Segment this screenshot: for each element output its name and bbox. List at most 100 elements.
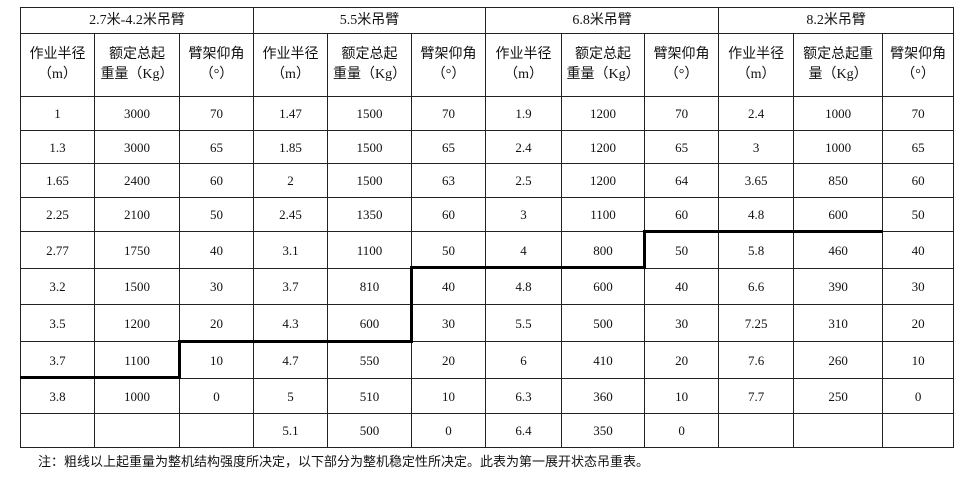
column-header: 额定总起重量（Kg） (94, 33, 180, 97)
load-cell: 310 (793, 304, 884, 342)
column-header-line: 臂架仰角 (188, 47, 245, 62)
column-header-line: （m） (736, 67, 776, 82)
angle-cell: 10 (178, 341, 255, 379)
radius-cell: 2.45 (253, 197, 329, 232)
angle-cell (882, 413, 955, 448)
radius-cell: 5.8 (718, 231, 795, 269)
radius-cell: 6.6 (718, 268, 795, 305)
column-header: 作业半径 （m） (253, 33, 329, 97)
radius-cell: 1.3 (20, 130, 95, 164)
load-cell: 1200 (561, 130, 646, 164)
radius-cell: 1.47 (253, 96, 329, 131)
angle-cell: 10 (411, 378, 487, 414)
load-cell: 360 (561, 378, 646, 414)
boundary-line (178, 340, 413, 343)
angle-cell: 0 (411, 413, 487, 448)
load-cell: 1750 (94, 231, 180, 269)
column-header-line: 额定总起 (109, 47, 165, 62)
load-cell: 1000 (793, 96, 884, 131)
load-cell: 1350 (327, 197, 413, 232)
column-header: 额定总起重量（Kg） (561, 33, 646, 97)
angle-cell: 30 (644, 304, 720, 342)
radius-cell: 3.7 (20, 341, 95, 379)
angle-cell: 50 (882, 197, 955, 232)
radius-cell: 6.4 (485, 413, 563, 448)
radius-cell: 2.4 (718, 96, 795, 131)
load-cell: 260 (793, 341, 884, 379)
angle-cell: 65 (644, 130, 720, 164)
radius-cell: 2.77 (20, 231, 95, 269)
table-row: 3.5 1200 20 4.3 600 30 5.5 500 30 7.25 310 20 (20, 304, 955, 342)
angle-cell: 40 (178, 231, 255, 269)
radius-cell: 4.8 (485, 268, 563, 305)
radius-cell (20, 413, 95, 448)
boundary-line (410, 266, 646, 269)
angle-cell: 64 (644, 163, 720, 198)
column-header-line: 臂架仰角 (420, 47, 477, 62)
table-row: 5.1 500 0 6.4 350 0 (20, 413, 955, 448)
column-header: 臂架仰角 （°） (411, 33, 487, 97)
boundary-line (20, 376, 181, 379)
boundary-line (643, 230, 646, 269)
angle-cell: 10 (644, 378, 720, 414)
angle-cell: 20 (644, 341, 720, 379)
angle-cell: 65 (882, 130, 955, 164)
column-header: 作业半径 （m） (20, 33, 95, 97)
radius-cell: 2 (253, 163, 329, 198)
column-header: 臂架仰角 （°） (644, 33, 720, 97)
angle-cell: 70 (178, 96, 255, 131)
column-header: 作业半径 （m） (485, 33, 563, 97)
radius-cell: 7.7 (718, 378, 795, 414)
radius-cell: 7.25 (718, 304, 795, 342)
column-header: 臂架仰角 （°） (882, 33, 955, 97)
angle-cell: 63 (411, 163, 487, 198)
load-cell: 1200 (561, 163, 646, 198)
angle-cell: 65 (178, 130, 255, 164)
table-note: 注：粗线以上起重量为整机结构强度所决定，以下部分为整机稳定性所决定。此表为第一展… (38, 455, 650, 470)
angle-cell: 10 (882, 341, 955, 379)
radius-cell: 4 (485, 231, 563, 269)
load-cell: 600 (793, 197, 884, 232)
column-header-line: （°） (664, 67, 699, 82)
load-cell: 1500 (327, 163, 413, 198)
load-cell: 1200 (94, 304, 180, 342)
load-cell: 600 (561, 268, 646, 305)
radius-cell: 2.25 (20, 197, 95, 232)
table-row: 3.2 1500 30 3.7 810 40 4.8 600 40 6.6 390 30 (20, 268, 955, 305)
radius-cell (718, 413, 795, 448)
radius-cell: 3.8 (20, 378, 95, 414)
column-header-line: 重量（Kg） (332, 67, 407, 82)
column-header-line: 重量（Kg） (566, 67, 640, 82)
column-header-line: 作业半径 (495, 47, 552, 62)
column-header-line: 作业半径 (29, 47, 86, 62)
column-header-line: （m） (504, 67, 543, 82)
angle-cell: 60 (178, 163, 255, 198)
angle-cell: 70 (882, 96, 955, 131)
angle-cell: 20 (882, 304, 955, 342)
column-header-line: 量（Kg） (808, 67, 868, 82)
load-cell: 1500 (327, 130, 413, 164)
angle-cell: 60 (411, 197, 487, 232)
angle-cell: 0 (882, 378, 955, 414)
radius-cell: 4.7 (253, 341, 329, 379)
radius-cell: 3.5 (20, 304, 95, 342)
load-cell: 2400 (94, 163, 180, 198)
boundary-line (643, 230, 883, 233)
boom-group-header: 8.2米吊臂 (718, 7, 955, 34)
angle-cell: 40 (882, 231, 955, 269)
radius-cell: 6 (485, 341, 563, 379)
load-cell: 390 (793, 268, 884, 305)
radius-cell: 2.5 (485, 163, 563, 198)
load-cell: 500 (327, 413, 413, 448)
angle-cell: 0 (178, 378, 255, 414)
angle-cell: 40 (644, 268, 720, 305)
load-cell: 550 (327, 341, 413, 379)
column-header-line: （°） (431, 67, 466, 82)
load-cell: 3000 (94, 130, 180, 164)
radius-cell: 1.85 (253, 130, 329, 164)
table-row: 3.7 1100 10 4.7 550 20 6 410 20 7.6 260 10 (20, 341, 955, 379)
boundary-line (410, 267, 413, 343)
table-row: 2.77 1750 40 3.1 1100 50 4 800 50 5.8 460 40 (20, 231, 955, 269)
table-row: 2.25 2100 50 2.45 1350 60 3 1100 60 4.8 600 50 (20, 197, 955, 232)
radius-cell: 3.65 (718, 163, 795, 198)
